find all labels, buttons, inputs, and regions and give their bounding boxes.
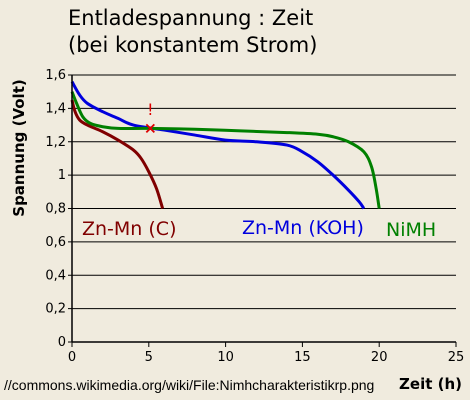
grid-lines — [72, 74, 456, 343]
y-tick-label: 0,2 — [45, 302, 66, 317]
x-tick-label: 20 — [371, 350, 388, 365]
annotation-exclamation: ! — [147, 100, 153, 119]
x-tick-label: 25 — [448, 350, 465, 365]
x-tick-label: 10 — [217, 350, 234, 365]
annotation-x-marker — [145, 123, 155, 134]
y-tick-label: 1,4 — [45, 101, 66, 116]
ticks: 0 0,2 0,4 0,6 0,8 1 1,2 1,4 1,6 0 5 10 15 20 25 — [45, 68, 464, 365]
series-label-zn-mn-koh: Zn-Mn (KOH) — [242, 217, 364, 239]
series-line-zn-mn-koh — [70, 80, 366, 210]
x-axis-label: Zeit (h) — [399, 375, 462, 393]
y-tick-label: 0,6 — [45, 235, 66, 250]
series-line-zn-mn-c — [70, 99, 165, 209]
chart-title-line-1: Entladespannung : Zeit — [68, 6, 313, 30]
y-axis-label: Spannung (Volt) — [10, 79, 28, 216]
series-lines — [70, 80, 381, 210]
x-tick-label: 0 — [68, 350, 76, 365]
series-label-zn-mn-c: Zn-Mn (C) — [82, 218, 176, 240]
x-tick-label: 15 — [294, 350, 311, 365]
source-url: //commons.wikimedia.org/wiki/File:Nimhch… — [4, 377, 374, 393]
y-tick-label: 1 — [58, 168, 66, 183]
annotations: ! — [145, 100, 155, 134]
y-tick-label: 0,8 — [45, 202, 66, 217]
x-tick-label: 5 — [145, 350, 153, 365]
chart-title-line-2: (bei konstantem Strom) — [68, 33, 317, 57]
series-line-nimh — [70, 91, 381, 209]
y-tick-label: 0,4 — [45, 268, 66, 283]
series-label-nimh: NiMH — [386, 219, 436, 241]
y-tick-label: 1,2 — [45, 135, 66, 150]
y-tick-label: 1,6 — [45, 68, 66, 83]
y-tick-label: 0 — [58, 335, 66, 350]
